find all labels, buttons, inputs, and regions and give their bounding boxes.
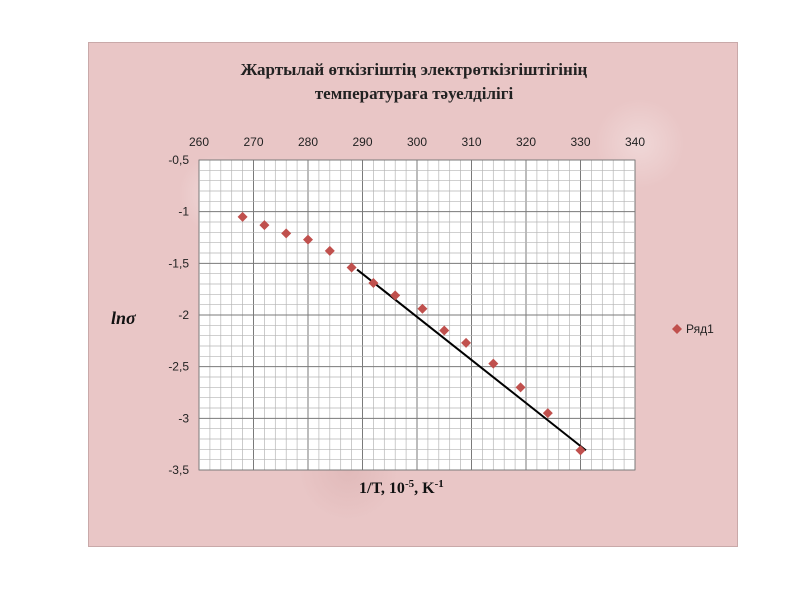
y-tick-label: -2,5 <box>168 360 189 374</box>
data-point <box>368 277 379 288</box>
x-tick-label: 340 <box>625 135 645 149</box>
x-tick-label: 290 <box>352 135 372 149</box>
legend-marker-ryad1 <box>672 324 682 334</box>
x-axis-label: 1/T, 10-5, K-1 <box>359 478 444 497</box>
data-point <box>237 211 248 222</box>
data-point <box>439 325 450 336</box>
y-axis-label: lnσ <box>111 308 137 328</box>
x-tick-label: 330 <box>570 135 590 149</box>
grid-lines <box>198 159 636 471</box>
data-point <box>461 337 472 348</box>
y-tick-label: -2 <box>178 308 189 322</box>
x-tick-label: 260 <box>189 135 209 149</box>
data-point <box>390 290 401 301</box>
data-point <box>259 220 270 231</box>
y-tick-labels: -0,5 -1 -1,5 -2 -2,5 -3 -3,5 <box>168 153 189 477</box>
data-point <box>303 234 313 245</box>
chart-svg: Жартылай өткізгіштің электрөткізгіштігін… <box>111 60 714 497</box>
x-tick-label: 320 <box>516 135 536 149</box>
y-tick-label: -3 <box>178 411 189 425</box>
x-axis-label-main: 1/T, 10 <box>359 480 405 497</box>
chart-title-line1: Жартылай өткізгіштің электрөткізгіштігін… <box>241 60 588 79</box>
y-tick-label: -1 <box>178 205 189 219</box>
data-points <box>237 211 586 456</box>
data-point <box>281 228 292 239</box>
x-axis-label-mid: , K <box>414 480 435 497</box>
x-tick-label: 270 <box>243 135 263 149</box>
x-tick-labels: 260 270 280 290 300 310 320 330 340 <box>189 135 645 149</box>
y-tick-label: -0,5 <box>168 153 189 167</box>
y-tick-label: -1,5 <box>168 256 189 270</box>
chart-title-line2: температураға тәуелділігі <box>315 84 514 103</box>
data-point <box>346 262 357 273</box>
x-tick-label: 300 <box>407 135 427 149</box>
x-tick-label: 280 <box>298 135 318 149</box>
x-axis-label-sup2: -1 <box>435 478 444 490</box>
legend: Ряд1 <box>672 322 714 336</box>
data-point <box>324 245 335 256</box>
chart-panel: Жартылай өткізгіштің электрөткізгіштігін… <box>88 42 738 547</box>
data-point <box>417 303 428 314</box>
x-axis-label-sup1: -5 <box>405 478 415 490</box>
data-point <box>488 358 499 369</box>
data-point <box>515 382 526 393</box>
y-tick-label: -3,5 <box>168 463 189 477</box>
data-point <box>575 445 586 456</box>
x-tick-label: 310 <box>461 135 481 149</box>
legend-label-ryad1: Ряд1 <box>686 322 714 336</box>
data-point <box>542 408 553 419</box>
